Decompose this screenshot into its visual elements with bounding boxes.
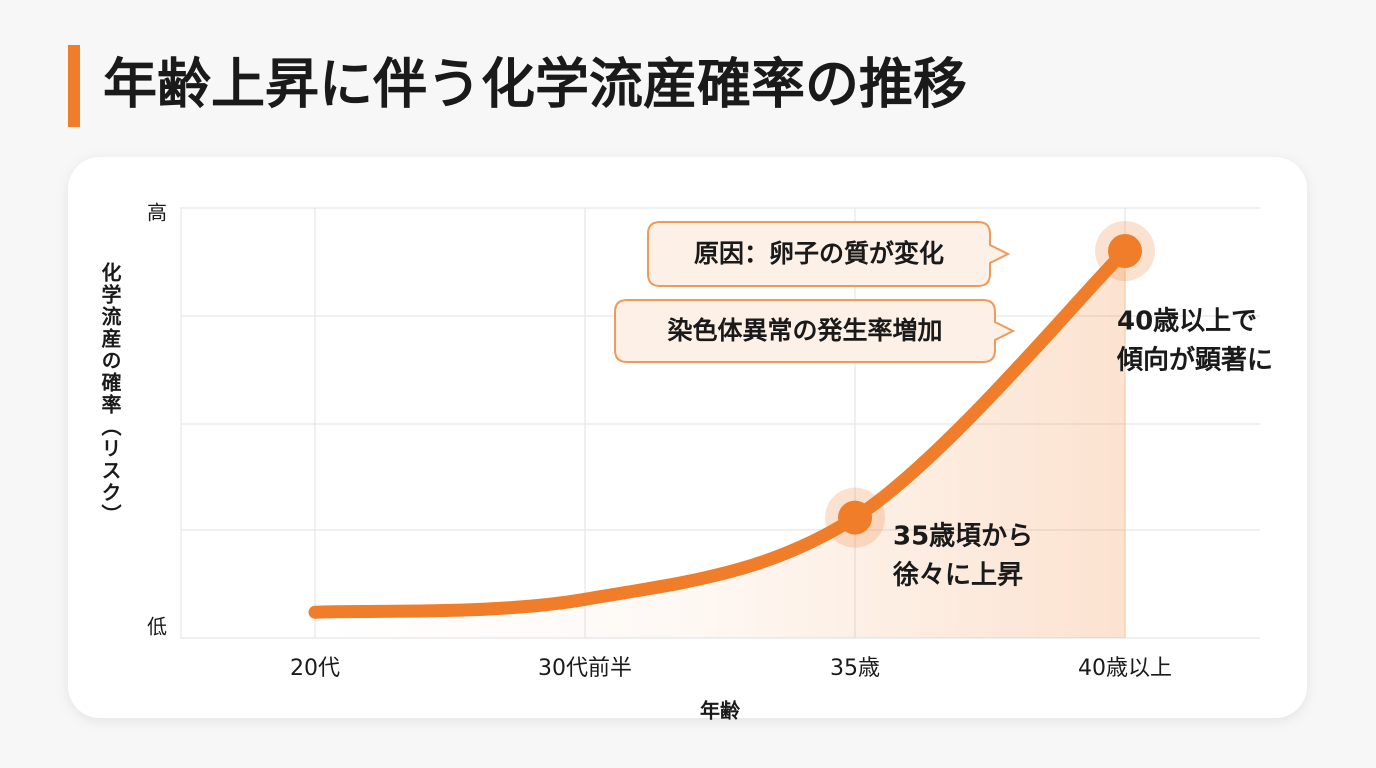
x-tick-label: 35歳 (830, 656, 880, 681)
line (308, 244, 1132, 619)
callout-box (647, 221, 1011, 287)
point-label: 傾向が顕著に (1116, 345, 1273, 376)
x-tick-label: 20代 (290, 656, 340, 681)
point-label: 40歳以上で (1117, 307, 1257, 337)
callout-text: 原因：卵子の質が変化 (694, 239, 944, 268)
title-bar (68, 45, 80, 127)
point (1108, 234, 1142, 268)
point (838, 500, 872, 535)
x-tick-label: 40歳以上 (1078, 656, 1172, 681)
point-label: 徐々に上昇 (892, 560, 1023, 591)
x-tick-label: 30代前半 (538, 656, 632, 681)
y-tick-label: 低 (147, 615, 167, 639)
callout-box (614, 299, 1016, 363)
x-axis-label: 年齢 (700, 699, 741, 723)
area (315, 251, 1125, 638)
y-tick-label: 高 (147, 201, 167, 225)
point-label: 35歳頃から (893, 522, 1033, 552)
y-axis-label: 化学流産の確率（リスク） (98, 262, 122, 526)
callout-text: 染色体異常の発生率増加 (667, 316, 942, 345)
chart-title: 年齢上昇に伴う化学流産確率の推移 (103, 53, 967, 116)
